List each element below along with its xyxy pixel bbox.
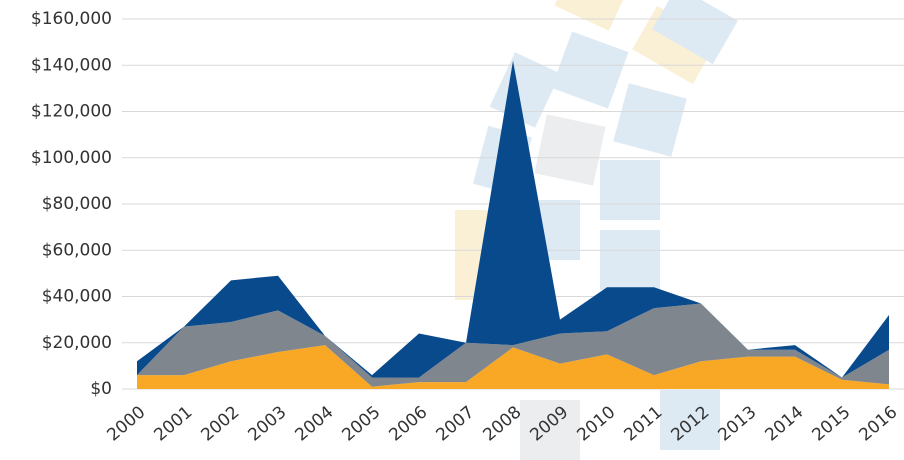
area (137, 345, 889, 389)
x-tick-label: 2005 (338, 402, 384, 445)
x-tick-label: 2016 (855, 402, 901, 445)
x-tick-label: 2015 (808, 402, 854, 445)
area (137, 60, 889, 378)
y-tick-label: $160,000 (31, 9, 112, 29)
x-tick-label: 2013 (714, 402, 760, 445)
x-tick-label: 2000 (103, 402, 149, 445)
x-tick-label: 2010 (573, 402, 619, 445)
y-tick-label: $100,000 (31, 148, 112, 168)
y-tick-label: $140,000 (31, 55, 112, 75)
x-tick-label: 2003 (244, 402, 290, 445)
y-tick-label: $120,000 (31, 102, 112, 122)
x-tick-label: 2008 (479, 402, 525, 445)
y-tick-label: $40,000 (42, 287, 112, 307)
y-tick-label: $20,000 (42, 333, 112, 353)
x-tick-label: 2002 (197, 402, 243, 445)
x-tick-label: 2007 (432, 402, 478, 445)
x-tick-label: 2011 (620, 402, 666, 445)
y-tick-label: $0 (90, 379, 112, 399)
x-tick-label: 2001 (150, 402, 196, 445)
y-tick-label: $60,000 (42, 240, 112, 260)
y-tick-label: $80,000 (42, 194, 112, 214)
x-tick-label: 2004 (291, 402, 337, 445)
x-tick-label: 2014 (761, 402, 807, 445)
x-tick-label: 2006 (385, 402, 431, 445)
